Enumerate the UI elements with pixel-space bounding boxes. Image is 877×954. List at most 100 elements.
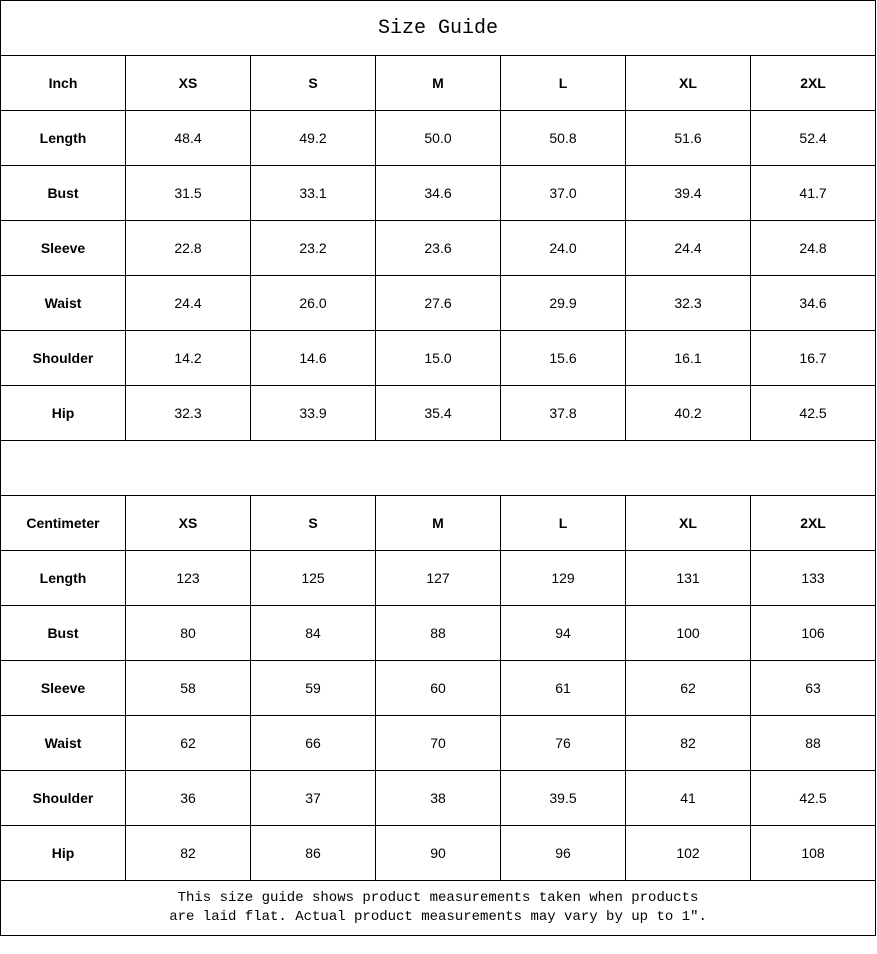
measurement-value: 14.6 [250, 330, 376, 386]
measurement-value: 14.2 [125, 330, 251, 386]
measurement-label: Length [0, 110, 126, 166]
measurement-value: 31.5 [125, 165, 251, 221]
measurement-value: 80 [125, 605, 251, 661]
spacer-row [0, 440, 877, 496]
measurement-value: 42.5 [749, 385, 877, 441]
unit-label: Centimeter [0, 495, 126, 551]
table-row: Shoulder 36 37 38 39.5 41 42.5 [0, 770, 877, 826]
measurement-value: 106 [749, 605, 877, 661]
measurement-value: 62 [625, 660, 751, 716]
table-row: Sleeve 58 59 60 61 62 63 [0, 660, 877, 716]
measurement-value: 33.9 [250, 385, 376, 441]
measurement-value: 29.9 [500, 275, 626, 331]
measurement-value: 37.0 [500, 165, 626, 221]
table-row: Hip 82 86 90 96 102 108 [0, 825, 877, 881]
measurement-value: 102 [625, 825, 751, 881]
measurement-label: Length [0, 550, 126, 606]
measurement-value: 50.8 [500, 110, 626, 166]
page-title: Size Guide [0, 0, 877, 56]
measurement-value: 63 [749, 660, 877, 716]
table-row: Bust 80 84 88 94 100 106 [0, 605, 877, 661]
measurement-value: 50.0 [375, 110, 501, 166]
table-row: Length 123 125 127 129 131 133 [0, 550, 877, 606]
measurement-value: 125 [250, 550, 376, 606]
measurement-value: 61 [500, 660, 626, 716]
measurement-value: 59 [250, 660, 376, 716]
measurement-value: 41.7 [749, 165, 877, 221]
measurement-value: 37 [250, 770, 376, 826]
measurement-value: 58 [125, 660, 251, 716]
measurement-value: 60 [375, 660, 501, 716]
measurement-value: 24.4 [125, 275, 251, 331]
measurement-value: 66 [250, 715, 376, 771]
measurement-value: 48.4 [125, 110, 251, 166]
spacer-cell [0, 440, 877, 496]
measurement-value: 38 [375, 770, 501, 826]
measurement-label: Shoulder [0, 770, 126, 826]
measurement-value: 32.3 [125, 385, 251, 441]
measurement-value: 88 [375, 605, 501, 661]
measurement-value: 76 [500, 715, 626, 771]
size-header: XS [125, 495, 251, 551]
measurement-value: 82 [125, 825, 251, 881]
table-row: Length 48.4 49.2 50.0 50.8 51.6 52.4 [0, 110, 877, 166]
size-header: M [375, 495, 501, 551]
note-row: This size guide shows product measuremen… [0, 880, 877, 936]
measurement-value: 34.6 [749, 275, 877, 331]
measurement-value: 42.5 [749, 770, 877, 826]
measurement-value: 16.7 [749, 330, 877, 386]
measurement-label: Hip [0, 825, 126, 881]
measurement-value: 123 [125, 550, 251, 606]
measurement-value: 70 [375, 715, 501, 771]
inch-header-row: Inch XS S M L XL 2XL [0, 55, 877, 111]
measurement-value: 23.2 [250, 220, 376, 276]
size-header: XS [125, 55, 251, 111]
measurement-value: 96 [500, 825, 626, 881]
size-header: XL [625, 495, 751, 551]
size-header: XL [625, 55, 751, 111]
measurement-value: 35.4 [375, 385, 501, 441]
table-row: Waist 62 66 70 76 82 88 [0, 715, 877, 771]
size-header: 2XL [749, 495, 877, 551]
measurement-value: 84 [250, 605, 376, 661]
size-header: 2XL [749, 55, 877, 111]
measurement-value: 24.8 [749, 220, 877, 276]
measurement-value: 100 [625, 605, 751, 661]
measurement-value: 27.6 [375, 275, 501, 331]
measurement-value: 15.6 [500, 330, 626, 386]
measurement-value: 33.1 [250, 165, 376, 221]
footnote: This size guide shows product measuremen… [0, 880, 877, 936]
table-row: Bust 31.5 33.1 34.6 37.0 39.4 41.7 [0, 165, 877, 221]
size-header: L [500, 55, 626, 111]
measurement-value: 22.8 [125, 220, 251, 276]
measurement-value: 24.4 [625, 220, 751, 276]
measurement-value: 82 [625, 715, 751, 771]
measurement-value: 52.4 [749, 110, 877, 166]
note-line-2: are laid flat. Actual product measuremen… [169, 909, 707, 925]
measurement-value: 41 [625, 770, 751, 826]
measurement-value: 49.2 [250, 110, 376, 166]
measurement-value: 39.4 [625, 165, 751, 221]
measurement-label: Sleeve [0, 220, 126, 276]
size-header: S [250, 55, 376, 111]
measurement-value: 131 [625, 550, 751, 606]
measurement-value: 127 [375, 550, 501, 606]
measurement-value: 23.6 [375, 220, 501, 276]
measurement-value: 40.2 [625, 385, 751, 441]
unit-label: Inch [0, 55, 126, 111]
measurement-value: 90 [375, 825, 501, 881]
measurement-value: 133 [749, 550, 877, 606]
measurement-value: 51.6 [625, 110, 751, 166]
table-row: Shoulder 14.2 14.6 15.0 15.6 16.1 16.7 [0, 330, 877, 386]
measurement-value: 94 [500, 605, 626, 661]
measurement-value: 62 [125, 715, 251, 771]
measurement-label: Waist [0, 715, 126, 771]
measurement-label: Bust [0, 165, 126, 221]
measurement-label: Sleeve [0, 660, 126, 716]
measurement-label: Waist [0, 275, 126, 331]
table-row: Waist 24.4 26.0 27.6 29.9 32.3 34.6 [0, 275, 877, 331]
table-row: Sleeve 22.8 23.2 23.6 24.0 24.4 24.8 [0, 220, 877, 276]
size-header: M [375, 55, 501, 111]
measurement-value: 26.0 [250, 275, 376, 331]
